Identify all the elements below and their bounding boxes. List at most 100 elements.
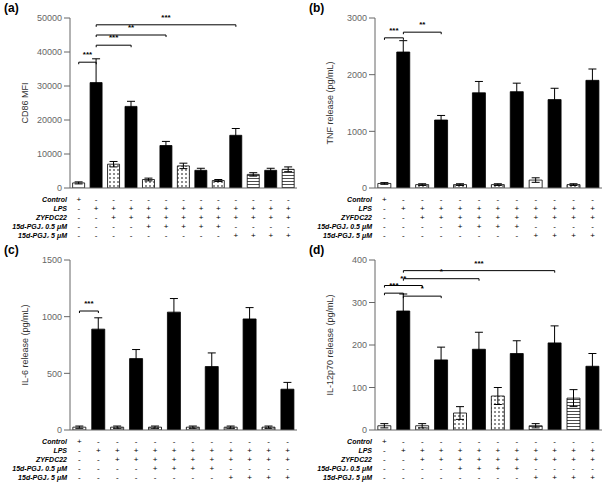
svg-text:***: *** bbox=[83, 50, 93, 59]
svg-text:+: + bbox=[515, 222, 520, 231]
svg-text:+: + bbox=[234, 231, 239, 240]
svg-text:-: - bbox=[95, 222, 98, 231]
svg-text:15d-PGJ₂ 0.5 μM: 15d-PGJ₂ 0.5 μM bbox=[317, 465, 372, 473]
svg-text:-: - bbox=[553, 464, 556, 473]
svg-text:+: + bbox=[129, 204, 134, 213]
svg-text:+: + bbox=[234, 204, 239, 213]
svg-text:+: + bbox=[286, 204, 291, 213]
svg-text:ZYFDC22: ZYFDC22 bbox=[340, 456, 372, 463]
svg-text:1500: 1500 bbox=[42, 255, 62, 265]
svg-text:-: - bbox=[286, 464, 289, 473]
svg-text:-: - bbox=[154, 473, 157, 482]
svg-text:50000: 50000 bbox=[37, 13, 62, 23]
svg-text:200: 200 bbox=[352, 340, 367, 350]
svg-text:-: - bbox=[572, 222, 575, 231]
svg-text:+: + bbox=[515, 213, 520, 222]
svg-text:-: - bbox=[182, 195, 185, 204]
svg-text:+: + bbox=[191, 446, 196, 455]
svg-text:-: - bbox=[440, 473, 443, 482]
svg-text:+: + bbox=[552, 213, 557, 222]
svg-text:+: + bbox=[477, 446, 482, 455]
svg-text:+: + bbox=[571, 213, 576, 222]
svg-text:+: + bbox=[164, 213, 169, 222]
svg-text:3000: 3000 bbox=[347, 13, 367, 23]
svg-text:LPS: LPS bbox=[358, 447, 372, 454]
svg-text:-: - bbox=[200, 231, 203, 240]
svg-text:-: - bbox=[173, 473, 176, 482]
svg-text:-: - bbox=[165, 195, 168, 204]
svg-text:+: + bbox=[552, 446, 557, 455]
svg-text:+: + bbox=[134, 455, 139, 464]
svg-text:+: + bbox=[401, 446, 406, 455]
svg-text:+: + bbox=[533, 446, 538, 455]
svg-text:+: + bbox=[181, 204, 186, 213]
svg-text:-: - bbox=[269, 222, 272, 231]
svg-text:IL-6 release (pg/mL): IL-6 release (pg/mL) bbox=[20, 304, 30, 385]
svg-text:-: - bbox=[287, 195, 290, 204]
svg-text:-: - bbox=[497, 437, 500, 446]
svg-text:15d-PGJ₂ 0.5 μM: 15d-PGJ₂ 0.5 μM bbox=[12, 465, 67, 473]
svg-text:40000: 40000 bbox=[37, 47, 62, 57]
svg-text:-: - bbox=[383, 446, 386, 455]
svg-text:-: - bbox=[78, 446, 81, 455]
svg-text:-: - bbox=[269, 195, 272, 204]
svg-text:+: + bbox=[458, 204, 463, 213]
svg-text:+: + bbox=[172, 446, 177, 455]
svg-text:-: - bbox=[217, 195, 220, 204]
svg-text:+: + bbox=[552, 455, 557, 464]
svg-text:-: - bbox=[383, 213, 386, 222]
svg-text:-: - bbox=[553, 222, 556, 231]
svg-text:-: - bbox=[440, 437, 443, 446]
svg-text:+: + bbox=[153, 455, 158, 464]
svg-text:-: - bbox=[421, 437, 424, 446]
svg-text:+: + bbox=[420, 204, 425, 213]
svg-text:+: + bbox=[458, 222, 463, 231]
svg-text:-: - bbox=[497, 195, 500, 204]
svg-text:+: + bbox=[247, 446, 252, 455]
svg-text:+: + bbox=[439, 455, 444, 464]
svg-text:+: + bbox=[401, 204, 406, 213]
svg-text:-: - bbox=[95, 195, 98, 204]
svg-text:+: + bbox=[496, 446, 501, 455]
svg-text:+: + bbox=[515, 464, 520, 473]
svg-text:-: - bbox=[130, 231, 133, 240]
svg-text:2000: 2000 bbox=[347, 70, 367, 80]
svg-text:TNF release (pg/mL): TNF release (pg/mL) bbox=[325, 61, 335, 144]
svg-text:+: + bbox=[285, 446, 290, 455]
svg-text:-: - bbox=[459, 473, 462, 482]
svg-text:+: + bbox=[266, 473, 271, 482]
svg-text:-: - bbox=[383, 473, 386, 482]
svg-text:-: - bbox=[421, 473, 424, 482]
svg-text:+: + bbox=[247, 473, 252, 482]
svg-text:-: - bbox=[78, 473, 81, 482]
svg-text:+: + bbox=[199, 204, 204, 213]
svg-text:-: - bbox=[421, 464, 424, 473]
svg-text:0: 0 bbox=[57, 425, 62, 435]
svg-text:-: - bbox=[440, 222, 443, 231]
svg-text:+: + bbox=[228, 455, 233, 464]
svg-text:**: ** bbox=[419, 20, 426, 29]
svg-text:+: + bbox=[458, 464, 463, 473]
svg-text:-: - bbox=[591, 437, 594, 446]
svg-text:-: - bbox=[497, 473, 500, 482]
svg-text:+: + bbox=[458, 446, 463, 455]
svg-text:500: 500 bbox=[47, 369, 62, 379]
svg-text:-: - bbox=[248, 464, 251, 473]
svg-text:ZYFDC22: ZYFDC22 bbox=[35, 456, 67, 463]
svg-text:+: + bbox=[266, 446, 271, 455]
svg-text:+: + bbox=[458, 455, 463, 464]
svg-text:+: + bbox=[172, 455, 177, 464]
svg-text:-: - bbox=[459, 437, 462, 446]
svg-text:+: + bbox=[268, 213, 273, 222]
svg-text:+: + bbox=[216, 204, 221, 213]
svg-text:+: + bbox=[115, 446, 120, 455]
svg-text:+: + bbox=[420, 213, 425, 222]
svg-text:+: + bbox=[228, 446, 233, 455]
svg-text:-: - bbox=[267, 464, 270, 473]
svg-text:-: - bbox=[591, 222, 594, 231]
svg-text:Control: Control bbox=[347, 196, 373, 203]
svg-text:+: + bbox=[439, 204, 444, 213]
svg-text:-: - bbox=[553, 437, 556, 446]
svg-text:+: + bbox=[439, 446, 444, 455]
svg-text:+: + bbox=[228, 473, 233, 482]
